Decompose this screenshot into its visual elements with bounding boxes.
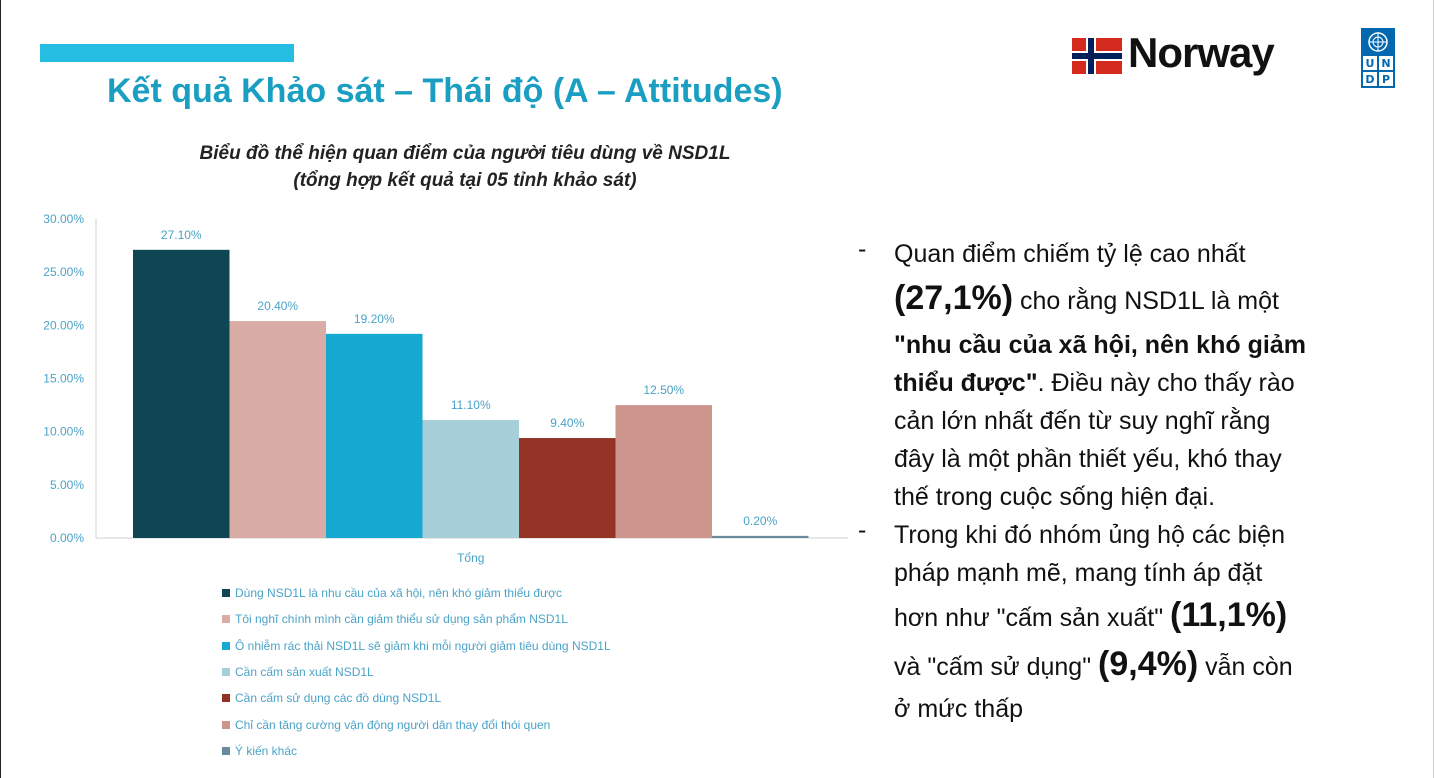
legend-swatch	[222, 641, 230, 650]
bullet2-line4-rest: vẫn còn	[1198, 653, 1293, 681]
undp-letter-p: P	[1379, 72, 1393, 86]
legend-label: Dùng NSD1L là nhu cầu của xã hội, nên kh…	[235, 586, 562, 601]
bullet1-line5: cản lớn nhất đến từ suy nghĩ rằng	[894, 407, 1271, 435]
x-category-label: Tổng	[457, 551, 484, 565]
bullet-dash: -	[858, 516, 867, 544]
y-tick-label: 15.00%	[43, 372, 84, 386]
bullet-dash: -	[858, 235, 867, 263]
bar	[615, 405, 712, 538]
bar	[422, 419, 519, 538]
legend-item: Dùng NSD1L là nhu cầu của xã hội, nên kh…	[222, 580, 782, 606]
norway-flag-icon	[1072, 38, 1122, 74]
undp-letter-d: D	[1363, 72, 1377, 86]
bullet1-line4-bold: thiểu được"	[894, 369, 1038, 397]
bullet2-line4-text: và "cấm sử dụng"	[894, 653, 1099, 681]
legend-swatch	[222, 694, 230, 703]
legend-label: Cần cấm sản xuất NSD1L	[235, 665, 374, 680]
y-tick-label: 5.00%	[50, 478, 84, 492]
highlight-11-1: (11,1%)	[1170, 596, 1288, 634]
norway-logo-text: Norway	[1128, 29, 1275, 76]
legend-swatch	[222, 746, 230, 755]
legend-label: Ô nhiễm rác thải NSD1L sẽ giảm khi mỗi n…	[235, 638, 611, 653]
bullet2-line2: pháp mạnh mẽ, mang tính áp đặt	[894, 559, 1263, 587]
highlight-27-1: (27,1%)	[894, 279, 1014, 317]
bullet1-line1: Quan điểm chiếm tỷ lệ cao nhất	[894, 240, 1246, 268]
chart-title: Biểu đồ thể hiện quan điểm của người tiê…	[120, 140, 810, 194]
undp-logo: U N D P	[1361, 28, 1395, 88]
bar-chart: 0.00% 5.00% 10.00% 15.00% 20.00% 25.00% 30.00%…	[43, 212, 848, 565]
bar-value-label: 20.40%	[257, 299, 298, 313]
un-emblem-icon	[1368, 32, 1388, 52]
bullet2-line3-text: hơn như "cấm sản xuất"	[894, 604, 1171, 632]
bar-value-label: 11.10%	[451, 398, 491, 412]
bar-value-label: 12.50%	[643, 383, 684, 397]
bullet1-line7: thế trong cuộc sống hiện đại.	[894, 483, 1216, 511]
legend-swatch	[222, 589, 230, 598]
chart-title-line2: (tổng hợp kết quả tại 05 tỉnh khảo sát)	[293, 170, 637, 191]
insight-bullet-1: - Quan điểm chiếm tỷ lệ cao nhất (27,1%)…	[858, 235, 1418, 516]
y-tick-label: 0.00%	[50, 531, 84, 545]
bullet1-line4-text: . Điều này cho thấy rào	[1037, 369, 1295, 397]
bar-value-label: 27.10%	[161, 228, 202, 242]
undp-letter-u: U	[1363, 56, 1377, 70]
legend-swatch	[222, 615, 230, 624]
bullet2-line3: hơn như "cấm sản xuất" (11,1%)	[894, 592, 1418, 641]
highlight-9-4: (9,4%)	[1098, 645, 1199, 683]
title-accent-bar	[40, 44, 294, 62]
legend-label: Ý kiến khác	[235, 743, 298, 758]
bullet2-line4: và "cấm sử dụng" (9,4%) vẫn còn	[894, 641, 1418, 690]
norway-logo: Norway	[1072, 29, 1322, 87]
bar-value-label: 19.20%	[354, 312, 395, 326]
legend-label: Cần cấm sử dụng các đồ dùng NSD1L	[235, 691, 442, 706]
chart-legend: Dùng NSD1L là nhu cầu của xã hội, nên kh…	[222, 580, 782, 764]
bar	[326, 333, 423, 538]
insights-text: - Quan điểm chiếm tỷ lệ cao nhất (27,1%)…	[858, 235, 1418, 728]
bullet1-line2: (27,1%) cho rằng NSD1L là một	[894, 273, 1418, 326]
bar	[133, 249, 230, 538]
y-tick-label: 25.00%	[43, 265, 84, 279]
legend-item: Cần cấm sản xuất NSD1L	[222, 659, 782, 685]
bullet1-line6: đây là một phần thiết yếu, khó thay	[894, 445, 1282, 473]
bar-value-label: 0.20%	[743, 514, 777, 528]
legend-item: Chỉ cần tăng cường vận động người dân th…	[222, 711, 782, 737]
y-tick-label: 20.00%	[43, 318, 84, 332]
bullet2-line5: ở mức thấp	[894, 695, 1024, 723]
bullet1-line2-text: cho rằng NSD1L là một	[1013, 287, 1279, 315]
legend-item: Cần cấm sử dụng các đồ dùng NSD1L	[222, 685, 782, 711]
bullet1-line3: "nhu cầu của xã hội, nên khó giảm	[894, 331, 1306, 359]
insight-bullet-2: - Trong khi đó nhóm ủng hộ các biện pháp…	[858, 516, 1418, 728]
y-tick-label: 10.00%	[43, 425, 84, 439]
legend-item: Tôi nghĩ chính mình cần giảm thiểu sử dụ…	[222, 606, 782, 632]
legend-item: Ý kiến khác	[222, 738, 782, 764]
chart-title-line1: Biểu đồ thể hiện quan điểm của người tiê…	[199, 143, 731, 164]
bullet2-line1: Trong khi đó nhóm ủng hộ các biện	[894, 521, 1285, 549]
bar-value-label: 9.40%	[550, 416, 584, 430]
slide-border-left	[0, 0, 1, 778]
bar	[229, 321, 326, 538]
slide-title: Kết quả Khảo sát – Thái độ (A – Attitude…	[107, 72, 783, 110]
legend-label: Tôi nghĩ chính mình cần giảm thiểu sử dụ…	[235, 612, 568, 627]
undp-letter-n: N	[1379, 56, 1393, 70]
bar	[712, 535, 809, 538]
bar	[519, 438, 616, 538]
y-tick-label: 30.00%	[43, 212, 84, 226]
legend-label: Chỉ cần tăng cường vận động người dân th…	[235, 717, 551, 732]
bullet1-line4: thiểu được". Điều này cho thấy rào	[894, 364, 1418, 402]
legend-swatch	[222, 668, 230, 677]
legend-swatch	[222, 720, 230, 729]
legend-item: Ô nhiễm rác thải NSD1L sẽ giảm khi mỗi n…	[222, 633, 782, 659]
